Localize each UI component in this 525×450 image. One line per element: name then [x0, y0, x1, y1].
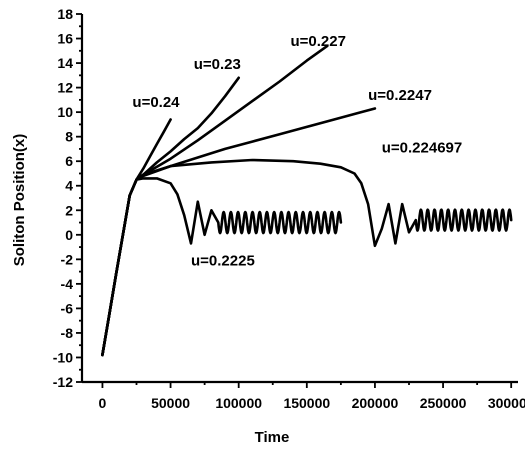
x-tick-label: 250000	[420, 395, 467, 411]
y-tick-label: 10	[57, 104, 73, 120]
x-tick-label: 100000	[215, 395, 262, 411]
series-labels: u=0.24 u=0.23 u=0.227 u=0.2247 u=0.224697 u=0…	[132, 33, 462, 270]
x-tick-label: 50000	[151, 395, 190, 411]
series-lines	[101, 44, 513, 357]
x-axis: 0 50000 100000 150000 200000 250000 300000	[82, 380, 525, 411]
series-label: u=0.24	[132, 94, 180, 111]
y-tick-label: -12	[53, 374, 73, 390]
series-line-u-0-2225	[101, 177, 343, 357]
series-line-u-0-24	[101, 118, 172, 357]
y-tick-label: 12	[57, 80, 73, 96]
series-label: u=0.227	[290, 33, 345, 50]
series-line-u-0-227	[101, 44, 329, 357]
y-tick-label: -10	[53, 349, 73, 365]
y-tick-label: 14	[57, 55, 73, 71]
y-tick-label: -2	[61, 251, 74, 267]
x-tick-label: 0	[99, 395, 107, 411]
x-axis-title: Time	[255, 429, 290, 446]
y-tick-label: 18	[57, 6, 73, 22]
series-label: u=0.2247	[368, 87, 432, 104]
series-label: u=0.2225	[191, 252, 255, 269]
series-label: u=0.224697	[382, 140, 463, 157]
series-line-u-0-224697	[101, 158, 513, 357]
y-tick-label: 8	[65, 129, 73, 145]
y-tick-label: 4	[65, 178, 73, 194]
series-label: u=0.23	[194, 56, 241, 73]
y-axis: -12 -10 -8 -6 -4 -2 0 2 4 6 8 10 12 14 16 18	[53, 6, 84, 390]
y-tick-label: 16	[57, 31, 73, 47]
x-tick-label: 150000	[283, 395, 330, 411]
x-tick-label: 200000	[352, 395, 399, 411]
y-tick-label: 2	[65, 202, 73, 218]
y-tick-label: -8	[61, 325, 74, 341]
y-tick-label: 6	[65, 153, 73, 169]
y-tick-label: -4	[61, 276, 74, 292]
y-tick-label: 0	[65, 227, 73, 243]
y-tick-label: -6	[61, 300, 74, 316]
y-axis-title: Soliton Position(x)	[11, 134, 28, 267]
x-tick-label: 300000	[488, 395, 525, 411]
